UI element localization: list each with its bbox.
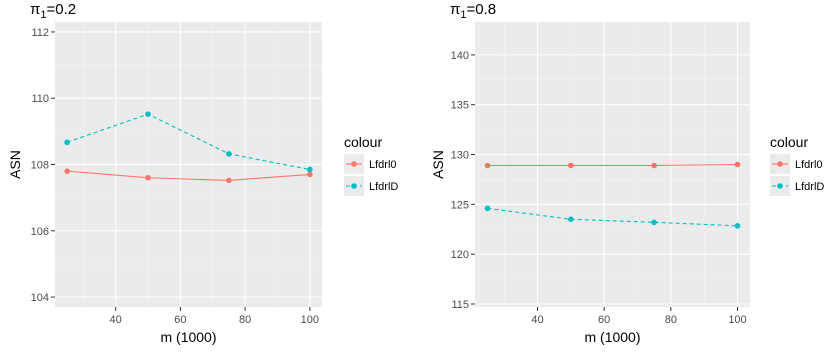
y-tick-label: 110 xyxy=(31,93,49,105)
y-tick-label: 108 xyxy=(31,160,49,172)
y-tick-label: 130 xyxy=(451,150,469,162)
series-line-lfdrl0 xyxy=(487,163,738,167)
data-point-lfdrld xyxy=(568,216,574,223)
y-axis-title: ASN xyxy=(430,150,446,179)
data-point-lfdrld xyxy=(734,222,741,229)
data-point-lfdrld xyxy=(484,205,491,212)
y-tick-label: 140 xyxy=(451,50,469,62)
data-point-lfdrld xyxy=(145,111,151,117)
y-tick-label: 125 xyxy=(451,199,469,211)
data-point-lfdrl0 xyxy=(568,162,574,169)
data-point-lfdrl0 xyxy=(307,171,313,178)
legend-title: colour xyxy=(344,134,382,150)
legend-key-point xyxy=(351,183,357,189)
legend-label-lfdrl0: Lfdrl0 xyxy=(369,159,397,171)
legend-label-lfdrld: LfdrlD xyxy=(795,181,824,193)
data-point-lfdrld xyxy=(651,219,657,226)
series-line-lfdrl0 xyxy=(67,170,310,181)
legend-key-point xyxy=(777,161,783,167)
y-tick-label: 115 xyxy=(451,299,469,311)
chart-panel-2: 40 60 80 100 115 120 125 130 135 140 π1=0.8 m (1000… xyxy=(430,1,824,345)
data-point-lfdrl0 xyxy=(145,174,151,181)
data-point-lfdrl0 xyxy=(484,162,491,169)
legend-label-lfdrld: LfdrlD xyxy=(369,181,398,193)
legend-key-point xyxy=(351,161,357,167)
data-point-lfdrl0 xyxy=(651,162,657,169)
x-tick-label: 80 xyxy=(665,314,677,326)
legend-label-lfdrl0: Lfdrl0 xyxy=(795,159,823,171)
y-tick-label: 112 xyxy=(31,27,49,39)
data-point-lfdrl0 xyxy=(64,168,70,174)
data-point-lfdrld xyxy=(64,139,70,146)
data-point-lfdrl0 xyxy=(226,177,232,184)
plot-title: π1=0.2 xyxy=(30,1,76,21)
x-tick-label: 80 xyxy=(239,314,251,326)
chart-panel-1: 40 60 80 100 104 106 108 110 112 π1=0.2 m (1000) AS… xyxy=(7,1,398,345)
y-tick-label: 120 xyxy=(451,249,469,261)
legend-key-point xyxy=(777,183,783,189)
series-line-lfdrld xyxy=(66,113,310,171)
legend-title: colour xyxy=(770,134,808,150)
y-tick-label: 106 xyxy=(31,226,49,238)
legend: colour Lfdrl0 LfdrlD xyxy=(344,134,398,196)
series-line-lfdrld xyxy=(487,207,738,227)
y-tick-label: 135 xyxy=(451,100,469,112)
x-tick-label: 60 xyxy=(174,314,186,326)
x-axis-title: m (1000) xyxy=(160,329,216,345)
plot-title: π1=0.8 xyxy=(450,1,496,21)
data-point-lfdrld xyxy=(226,151,232,157)
x-tick-label: 100 xyxy=(301,314,319,326)
x-tick-label: 60 xyxy=(598,314,610,326)
data-point-lfdrld xyxy=(307,166,313,173)
x-tick-label: 40 xyxy=(531,314,543,326)
x-tick-label: 100 xyxy=(728,314,746,326)
y-axis-title: ASN xyxy=(7,150,23,179)
data-point-lfdrl0 xyxy=(734,161,741,168)
x-tick-label: 40 xyxy=(110,314,122,326)
x-axis-title: m (1000) xyxy=(584,329,640,345)
legend: colour Lfdrl0 LfdrlD xyxy=(770,134,824,196)
y-tick-label: 104 xyxy=(31,292,49,304)
